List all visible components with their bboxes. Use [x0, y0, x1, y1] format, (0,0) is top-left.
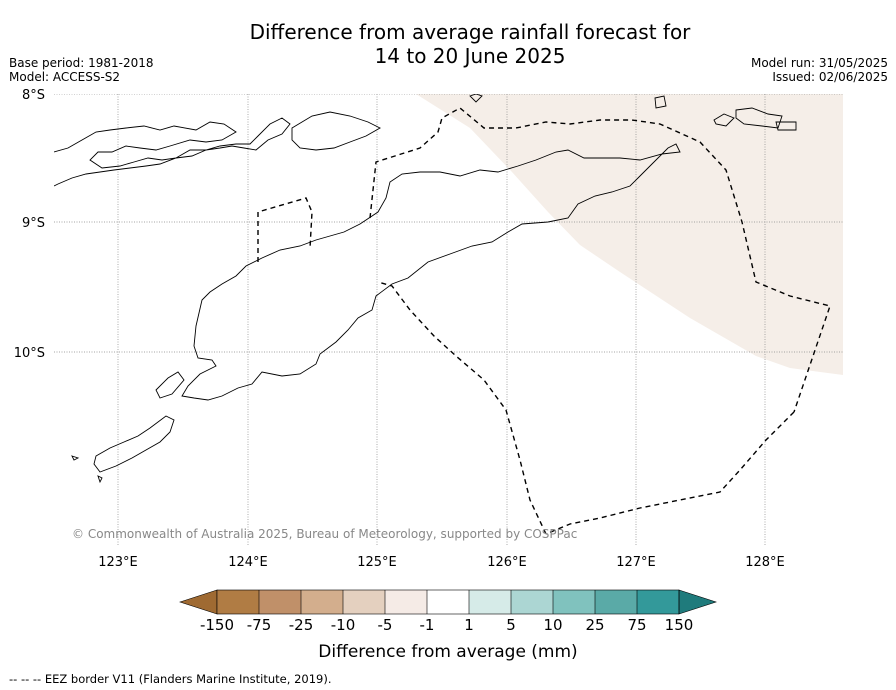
colorbar: -150 -75 -25 -10 -5 -1 1 5 10 25 75 150 …: [179, 589, 717, 662]
colorbar-tick-neg5: -5: [378, 616, 393, 634]
colorbar-bin-1: [217, 590, 259, 614]
colorbar-extend-high: [678, 589, 717, 615]
lon-label-127e: 127°E: [616, 555, 656, 570]
colorbar-tick-25: 25: [585, 616, 604, 634]
latitude-labels: 8°S 9°S 10°S: [14, 88, 45, 361]
flores-island: [54, 117, 291, 187]
colorbar-bin-9: [553, 590, 595, 614]
model-run: Model run: 31/05/2025: [750, 56, 888, 70]
lat-label-9s: 9°S: [22, 216, 45, 231]
colorbar-tick-150: 150: [665, 616, 694, 634]
lon-label-124e: 124°E: [228, 555, 268, 570]
small-island-6: [97, 475, 103, 484]
alor-island: [291, 111, 381, 151]
colorbar-bin-5: [385, 590, 427, 614]
title-line2: 14 to 20 June 2025: [374, 44, 566, 68]
colorbar-bin-10: [595, 590, 637, 614]
eez-legend-footer: -- -- -- EEZ border V11 (Flanders Marine…: [9, 672, 332, 686]
small-island-4: [469, 94, 483, 103]
colorbar-bin-7: [469, 590, 511, 614]
colorbar-tick-neg25: -25: [289, 616, 314, 634]
colorbar-bin-3: [301, 590, 343, 614]
colorbar-extend-low: [179, 589, 218, 615]
colorbar-bin-8: [511, 590, 553, 614]
eez-border: [257, 107, 831, 535]
coastlines: [54, 94, 797, 484]
colorbar-bin-11: [637, 590, 679, 614]
rote-island: [155, 371, 185, 399]
lon-label-123e: 123°E: [98, 555, 138, 570]
lon-label-128e: 128°E: [745, 555, 785, 570]
colorbar-tick-75: 75: [627, 616, 646, 634]
title-line1: Difference from average rainfall forecas…: [249, 20, 691, 44]
small-island-2: [713, 113, 735, 127]
timor-island: [181, 143, 681, 401]
colorbar-bin-6: [427, 590, 469, 614]
colorbar-title: Difference from average (mm): [318, 642, 577, 662]
colorbar-tick-5: 5: [506, 616, 516, 634]
copyright-text: © Commonwealth of Australia 2025, Bureau…: [72, 527, 577, 541]
colorbar-bin-2: [259, 590, 301, 614]
issued-date: Issued: 02/06/2025: [772, 70, 888, 84]
small-island-3: [775, 121, 797, 131]
forecast-anomaly-region: [416, 94, 843, 375]
lat-label-10s: 10°S: [14, 346, 45, 361]
colorbar-tick-10: 10: [543, 616, 562, 634]
colorbar-tick-neg75: -75: [247, 616, 272, 634]
small-island-1: [654, 95, 667, 109]
lon-label-126e: 126°E: [487, 555, 527, 570]
sawu-island: [93, 415, 175, 473]
longitude-labels: 123°E 124°E 125°E 126°E 127°E 128°E: [98, 555, 785, 570]
colorbar-tick-neg10: -10: [331, 616, 356, 634]
wetar-island: [735, 107, 783, 129]
colorbar-tick-neg1: -1: [420, 616, 435, 634]
lat-label-8s: 8°S: [22, 88, 45, 103]
model-name: Model: ACCESS-S2: [9, 70, 121, 84]
small-island-5: [71, 455, 80, 461]
base-period: Base period: 1981-2018: [9, 56, 154, 70]
colorbar-tick-neg150: -150: [200, 616, 234, 634]
colorbar-tick-1: 1: [464, 616, 474, 634]
lon-label-125e: 125°E: [357, 555, 397, 570]
colorbar-bin-4: [343, 590, 385, 614]
